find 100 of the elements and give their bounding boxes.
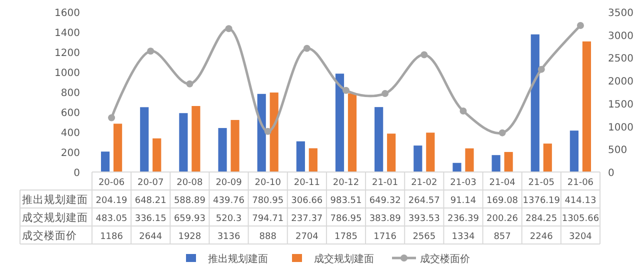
y-tick-label: 200	[60, 148, 80, 159]
point	[225, 25, 232, 32]
data-label: 483.05	[96, 214, 128, 224]
data-label: 1928	[178, 232, 202, 242]
data-label: 91.14	[450, 196, 476, 206]
data-label: 1305.66	[562, 214, 600, 224]
bar	[582, 41, 592, 172]
data-label: 284.25	[526, 214, 558, 224]
data-label: 439.76	[213, 196, 245, 206]
data-label: 2565	[412, 232, 436, 242]
point	[576, 22, 584, 30]
data-label: 857	[494, 232, 511, 242]
data-label: 2246	[530, 232, 554, 242]
y-tick-label: 1400	[54, 28, 80, 39]
x-tick-label: 20-12	[332, 178, 360, 188]
bar	[230, 120, 240, 172]
bar	[426, 132, 435, 172]
bar	[100, 152, 110, 172]
legend-label: 成交规划建面	[314, 253, 374, 265]
point	[538, 66, 545, 73]
data-label: 983.51	[330, 196, 362, 206]
point	[147, 48, 154, 55]
bar	[504, 152, 513, 172]
bar	[179, 113, 188, 172]
text: 成交楼面价	[22, 230, 77, 242]
bar	[465, 148, 474, 172]
bar	[414, 146, 422, 172]
bar	[140, 107, 149, 172]
data-label: 264.57	[408, 196, 440, 206]
legend-label: 推出规划建面	[208, 253, 268, 265]
legend-label: 成交楼面价	[420, 253, 470, 265]
x-tick-label: 20-11	[294, 178, 320, 188]
y2-tick-label: 2500	[608, 54, 634, 65]
data-label: 659.93	[174, 214, 206, 224]
point	[382, 90, 389, 98]
y2-tick-label: 0	[608, 168, 614, 179]
x-tick-label: 21-05	[528, 178, 554, 188]
bar	[492, 155, 500, 172]
bar	[452, 162, 462, 172]
data-label: 649.32	[369, 196, 401, 206]
x-tick-label: 20-08	[176, 178, 204, 188]
point	[108, 114, 116, 122]
bar	[335, 74, 344, 172]
data-label: 780.95	[252, 196, 284, 206]
y-tick-label: 400	[60, 128, 80, 139]
bar	[270, 92, 278, 172]
data-label: 2704	[295, 232, 319, 242]
y-tick-label: 1600	[54, 8, 80, 19]
data-label: 383.89	[369, 214, 402, 224]
bar	[387, 134, 396, 172]
bar	[192, 106, 200, 172]
bar	[543, 144, 552, 172]
point	[460, 108, 467, 115]
x-tick-label: 21-03	[450, 178, 476, 188]
y2-tick-label: 1500	[608, 99, 634, 110]
data-label: 1785	[334, 232, 358, 242]
x-tick-label: 21-04	[489, 178, 516, 188]
data-label: 1716	[374, 232, 397, 242]
data-label: 200.26	[486, 214, 518, 224]
y-tick-label: 1200	[54, 48, 80, 59]
y2-tick-label: 3500	[608, 8, 634, 19]
x-tick-label: 20-06	[98, 178, 125, 188]
data-label: 1334	[452, 232, 475, 242]
data-label: 393.53	[408, 214, 440, 224]
y-tick-label: 800	[60, 88, 80, 99]
bar	[113, 124, 122, 172]
x-tick-label: 21-01	[372, 178, 398, 188]
y2-tick-label: 2000	[608, 76, 634, 88]
data-label: 336.15	[134, 214, 166, 224]
y2-tick-label: 500	[608, 145, 628, 156]
x-tick-label: 20-07	[138, 178, 164, 188]
data-label: 588.89	[174, 196, 206, 206]
point	[264, 128, 272, 135]
point	[303, 44, 310, 52]
data-label: 3204	[569, 232, 592, 242]
data-label: 236.39	[447, 214, 480, 224]
text: 推出规划建面	[22, 194, 88, 206]
data-label: 1186	[100, 232, 124, 242]
y2-tick-label: 1000	[608, 122, 634, 134]
data-label: 520.3	[216, 214, 242, 224]
point	[342, 86, 350, 94]
point	[186, 80, 194, 88]
x-tick-label: 20-10	[254, 178, 282, 188]
bar	[296, 141, 305, 172]
y-tick-label: 600	[60, 108, 80, 119]
data-label: 306.66	[291, 196, 323, 206]
data-label: 786.95	[330, 214, 362, 224]
bar	[374, 107, 384, 172]
data-label: 3136	[217, 232, 240, 242]
data-label: 237.37	[291, 214, 323, 224]
y-tick-label: 0	[74, 168, 80, 179]
bar	[530, 34, 540, 172]
data-label: 169.08	[486, 196, 518, 206]
bar	[348, 93, 357, 172]
data-label: 648.21	[134, 196, 166, 206]
x-tick-label: 21-02	[411, 178, 438, 188]
data-label: 888	[259, 232, 277, 242]
bar	[257, 94, 266, 172]
data-label: 2644	[139, 232, 162, 242]
point	[498, 129, 506, 136]
